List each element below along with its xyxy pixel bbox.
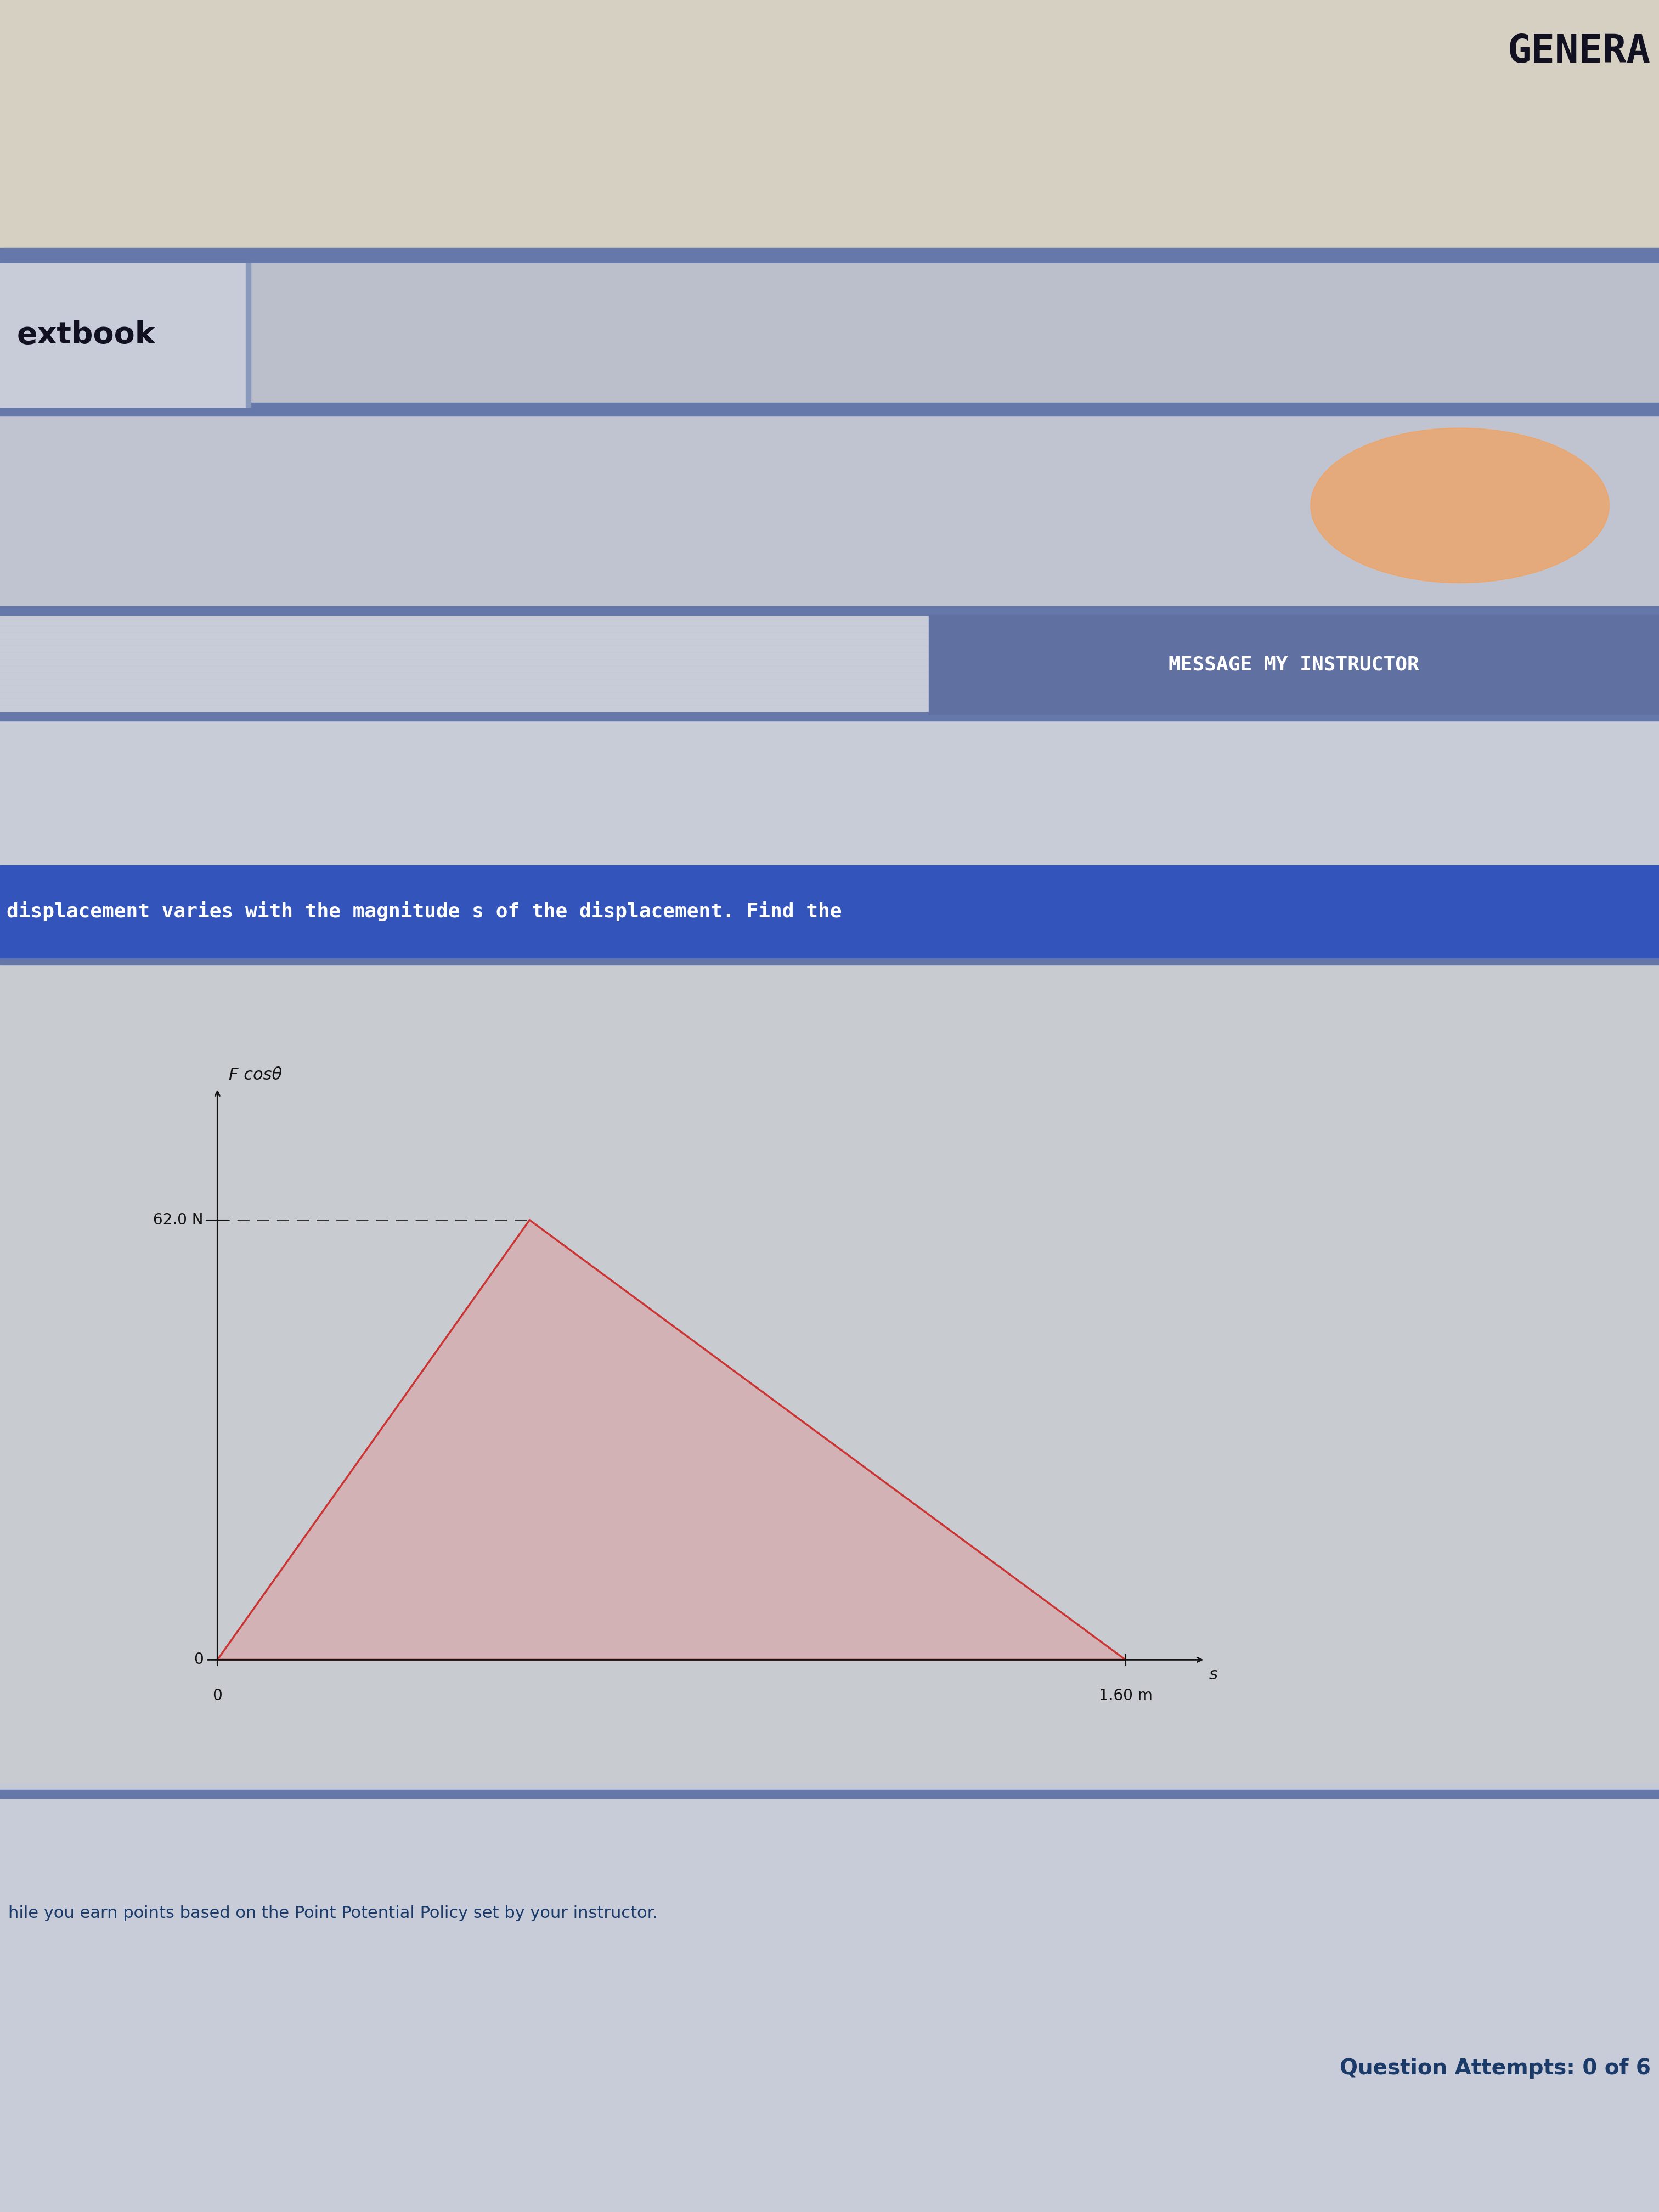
Bar — [0, 1792, 1659, 2212]
Bar — [0, 964, 1659, 1783]
Text: 0: 0 — [194, 1652, 202, 1668]
Bar — [0, 865, 1659, 958]
Bar — [0, 721, 1659, 865]
Bar — [0, 263, 249, 407]
Text: 0: 0 — [212, 1688, 222, 1703]
Bar — [0, 956, 1659, 964]
Bar — [0, 248, 1659, 263]
Text: 1.60 m: 1.60 m — [1098, 1688, 1153, 1703]
Text: s: s — [1209, 1668, 1218, 1683]
Bar — [0, 403, 1659, 416]
Text: 62.0 N: 62.0 N — [153, 1212, 202, 1228]
Polygon shape — [217, 1221, 1125, 1659]
Bar — [929, 615, 1659, 714]
Bar — [0, 712, 1659, 721]
Bar — [0, 263, 1659, 407]
Bar — [0, 1790, 1659, 1798]
Text: Question Attempts: 0 of 6: Question Attempts: 0 of 6 — [1340, 2057, 1651, 2079]
Bar — [0, 416, 1659, 615]
Ellipse shape — [1311, 429, 1609, 582]
Bar — [0, 1783, 1659, 1792]
Text: displacement varies with the magnitude s of the displacement. Find the: displacement varies with the magnitude s… — [7, 902, 841, 920]
Text: hile you earn points based on the Point Potential Policy set by your instructor.: hile you earn points based on the Point … — [8, 1905, 659, 1922]
Text: F cosθ: F cosθ — [229, 1066, 282, 1084]
Bar — [0, 606, 1659, 615]
Text: extbook: extbook — [17, 321, 156, 349]
Bar — [246, 263, 251, 407]
Bar — [0, 0, 1659, 254]
Text: MESSAGE MY INSTRUCTOR: MESSAGE MY INSTRUCTOR — [1168, 655, 1420, 675]
Text: GENERA: GENERA — [1508, 33, 1651, 71]
